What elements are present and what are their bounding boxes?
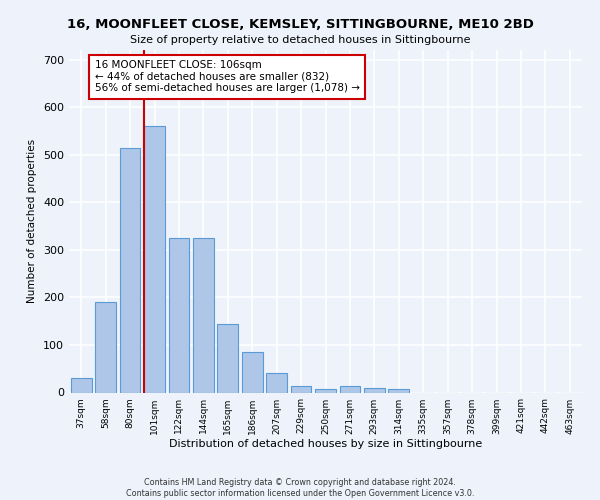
Bar (144, 126, 165, 392)
Text: Contains HM Land Registry data © Crown copyright and database right 2024.
Contai: Contains HM Land Registry data © Crown c… (126, 478, 474, 498)
Bar (290, 386, 311, 392)
Bar (242, 352, 263, 393)
X-axis label: Distribution of detached houses by size in Sittingbourne: Distribution of detached houses by size … (169, 440, 482, 450)
Bar (193, 238, 214, 392)
Bar (119, 148, 140, 392)
Bar (388, 388, 409, 392)
Bar (266, 374, 287, 392)
Y-axis label: Number of detached properties: Number of detached properties (28, 139, 37, 304)
Text: Size of property relative to detached houses in Sittingbourne: Size of property relative to detached ho… (130, 35, 470, 45)
Text: 16, MOONFLEET CLOSE, KEMSLEY, SITTINGBOURNE, ME10 2BD: 16, MOONFLEET CLOSE, KEMSLEY, SITTINGBOU… (67, 18, 533, 30)
Bar (71, 378, 92, 392)
Text: 16 MOONFLEET CLOSE: 106sqm
← 44% of detached houses are smaller (832)
56% of sem: 16 MOONFLEET CLOSE: 106sqm ← 44% of deta… (95, 60, 359, 94)
Bar (315, 388, 336, 392)
Bar (340, 386, 361, 392)
Bar (95, 302, 116, 392)
Bar (364, 388, 385, 392)
Bar (169, 238, 190, 392)
Bar (217, 324, 238, 392)
